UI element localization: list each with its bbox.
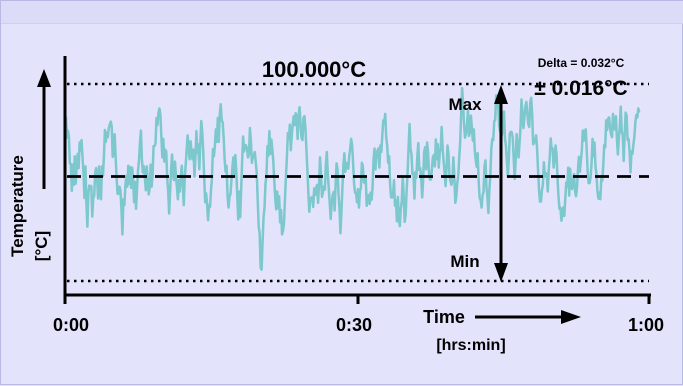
x-axis-label-line2: [hrs:min] xyxy=(436,337,505,354)
x-tick-label-end: 1:00 xyxy=(628,315,664,335)
x-axis-arrow-head xyxy=(561,310,581,324)
max-label: Max xyxy=(448,95,482,114)
x-axis-label-line1: Time xyxy=(423,307,465,327)
y-axis-arrow-head xyxy=(37,69,51,87)
y-axis-label-line2: [°C] xyxy=(32,231,51,261)
delta-label: Delta = 0.032°C xyxy=(538,56,625,70)
min-label: Min xyxy=(450,252,479,271)
x-tick-label-start: 0:00 xyxy=(53,315,89,335)
y-axis-label-line1: Temperature xyxy=(8,155,27,257)
tolerance-label: ± 0.016°C xyxy=(534,77,627,100)
range-arrow-head-up xyxy=(494,85,508,104)
temperature-series-line xyxy=(63,86,641,271)
chart-title: 100.000°C xyxy=(262,57,366,82)
top-strip xyxy=(1,1,683,24)
x-tick-label-mid: 0:30 xyxy=(336,315,372,335)
range-arrow-head-down xyxy=(494,263,508,282)
